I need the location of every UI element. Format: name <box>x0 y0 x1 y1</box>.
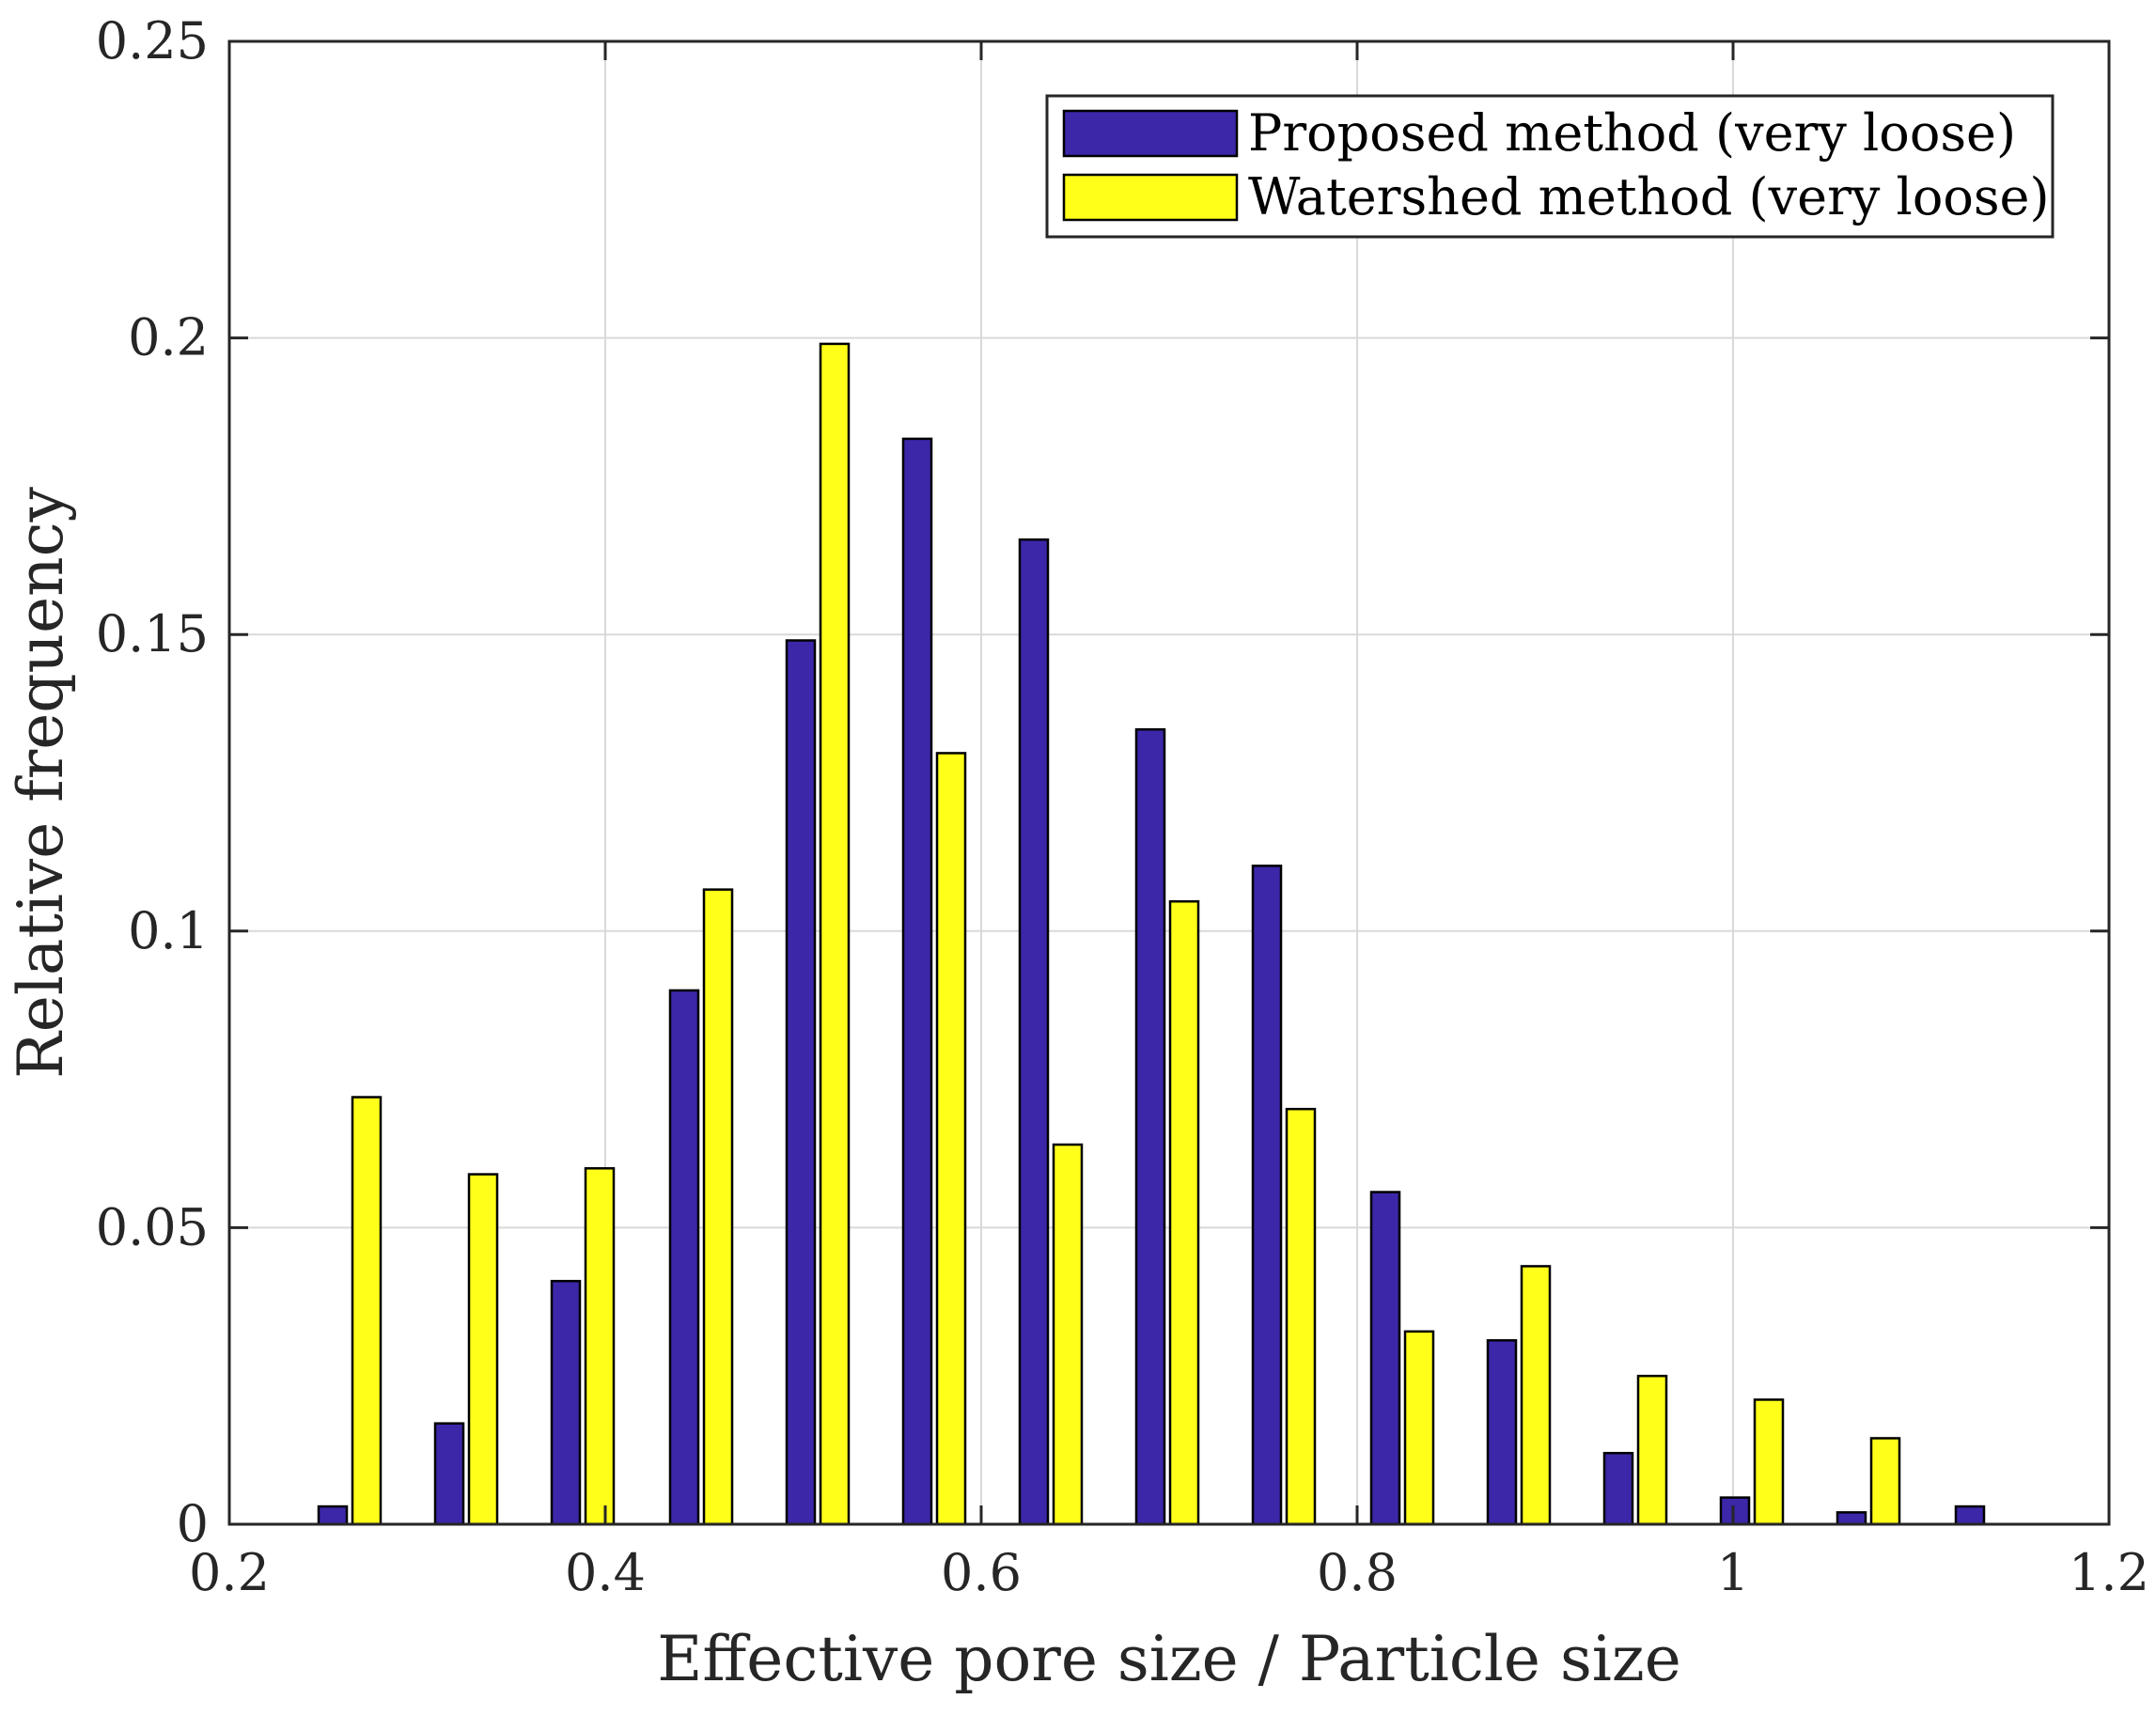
x-tick-label: 0.4 <box>565 1543 646 1602</box>
bar-proposed <box>1251 865 1283 1526</box>
bar-proposed <box>901 437 933 1526</box>
bar-proposed <box>1836 1511 1867 1526</box>
bar-proposed <box>1486 1339 1518 1526</box>
bar-watershed <box>1753 1398 1785 1526</box>
legend-swatch-watershed <box>1062 173 1239 222</box>
legend: Proposed method (very loose) Watershed m… <box>1045 94 2054 239</box>
x-tick-labels: 0.2 0.4 0.6 0.8 1 1.2 <box>189 1543 2149 1602</box>
bar-watershed <box>1520 1265 1552 1526</box>
y-axis-label: Relative frequency <box>5 486 77 1078</box>
bar-proposed <box>550 1279 582 1526</box>
bar-proposed <box>785 639 817 1526</box>
bar-watershed <box>467 1173 499 1526</box>
bar-watershed <box>1403 1330 1435 1526</box>
y-tick-label: 0.25 <box>96 11 209 70</box>
bar-watershed <box>1869 1437 1901 1526</box>
bar-watershed <box>1168 899 1200 1526</box>
bar-watershed <box>1636 1374 1668 1526</box>
x-tick-label: 1 <box>1717 1543 1749 1602</box>
bar-proposed <box>1602 1452 1634 1526</box>
bar-watershed <box>1285 1107 1317 1526</box>
bar-watershed <box>351 1096 383 1526</box>
grid <box>229 41 2109 1524</box>
x-axis-label: Effective pore size / Particle size <box>657 1623 1681 1695</box>
bar-watershed <box>702 888 734 1526</box>
bar-watershed <box>819 342 851 1526</box>
x-tick-label: 0.6 <box>941 1543 1022 1602</box>
x-tick-label: 0.2 <box>189 1543 270 1602</box>
bar-proposed <box>1134 727 1166 1526</box>
bar-proposed <box>1369 1191 1401 1526</box>
y-tick-label: 0.1 <box>128 901 209 960</box>
bar-proposed <box>1018 538 1050 1526</box>
bar-watershed <box>584 1167 616 1526</box>
y-tick-label: 0 <box>177 1494 209 1553</box>
y-tick-label: 0.2 <box>128 308 209 367</box>
y-tick-labels: 0 0.05 0.1 0.15 0.2 0.25 <box>96 11 209 1553</box>
bar-proposed <box>317 1505 349 1526</box>
bar-proposed <box>668 989 700 1526</box>
y-tick-label: 0.15 <box>96 604 209 663</box>
x-tick-label: 1.2 <box>2069 1543 2149 1602</box>
bars <box>317 342 1986 1526</box>
axis-ticks <box>227 39 2111 1526</box>
bar-proposed <box>1719 1496 1751 1526</box>
bar-watershed <box>935 752 967 1526</box>
bar-proposed <box>433 1422 465 1526</box>
legend-label-proposed: Proposed method (very loose) <box>1248 103 2016 163</box>
bar-watershed <box>1052 1143 1084 1526</box>
plot-frame <box>227 39 2111 1526</box>
x-tick-label: 0.8 <box>1317 1543 1398 1602</box>
legend-swatch-proposed <box>1062 109 1239 158</box>
y-tick-label: 0.05 <box>96 1197 209 1256</box>
bar-proposed <box>1954 1505 1986 1526</box>
legend-label-watershed: Watershed method (very loose) <box>1248 167 2050 226</box>
